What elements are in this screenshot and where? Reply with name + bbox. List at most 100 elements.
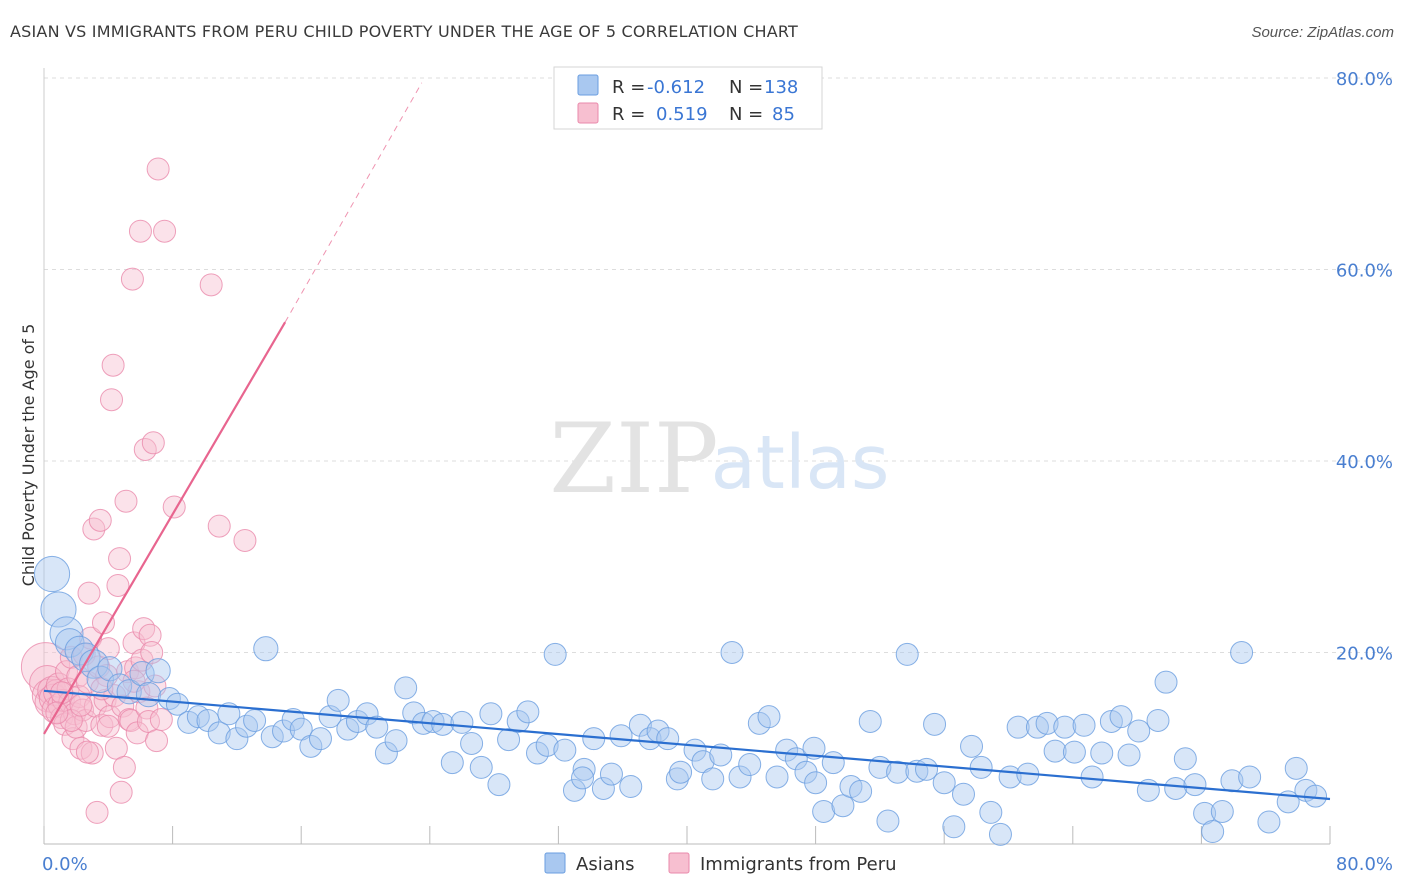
asian-point — [86, 665, 114, 694]
asian-point — [1257, 810, 1281, 834]
peru-point — [96, 714, 120, 738]
peru-point — [88, 508, 112, 532]
asian-points — [33, 555, 1328, 846]
asian-point — [923, 712, 947, 736]
peru-point — [77, 581, 101, 605]
asian-point — [374, 741, 398, 765]
asian-point — [665, 767, 689, 791]
asian-point — [1154, 670, 1178, 694]
series-legend-swatch-peru — [668, 852, 690, 874]
series-legend: Asians Immigrants from Peru — [544, 852, 897, 875]
asian-point — [628, 713, 652, 737]
asian-point — [299, 734, 323, 758]
asian-point — [1035, 711, 1059, 735]
peru-point — [109, 780, 133, 804]
peru-point — [85, 800, 109, 824]
asian-point — [1146, 708, 1170, 732]
series-legend-swatch-asians — [544, 852, 566, 874]
asian-point — [217, 702, 241, 726]
peru-point — [101, 353, 125, 377]
asian-point — [421, 709, 445, 733]
asian-point — [326, 688, 350, 712]
legend-r-label-asians: R = — [612, 77, 645, 98]
asian-point — [1238, 765, 1262, 789]
asian-point — [765, 765, 789, 789]
asian-point — [609, 724, 633, 748]
legend-n-value-peru: 85 — [772, 104, 795, 125]
asian-point — [308, 727, 332, 751]
asian-point — [1072, 713, 1096, 737]
peru-point — [140, 641, 164, 664]
peru-point — [106, 573, 130, 597]
asian-point — [571, 766, 595, 790]
asian-point — [253, 636, 279, 662]
legend-swatch-peru — [577, 102, 599, 124]
peru-point — [128, 219, 152, 243]
asian-point — [460, 731, 484, 755]
asian-point — [440, 751, 464, 775]
asian-point — [656, 727, 680, 751]
asian-point — [802, 736, 826, 760]
asian-point — [1127, 719, 1151, 743]
legend-n-label-peru: N = — [729, 104, 763, 125]
chart-title: ASIAN VS IMMIGRANTS FROM PERU CHILD POVE… — [10, 22, 798, 41]
asian-point — [1201, 820, 1225, 844]
asian-point — [1164, 776, 1188, 800]
x-tick-label: 80.0% — [1336, 854, 1393, 875]
asian-point — [543, 642, 567, 666]
asian-point — [1284, 756, 1308, 780]
peru-point — [133, 438, 157, 462]
peru-point — [120, 267, 144, 291]
legend-r-value-peru: 0.519 — [656, 104, 708, 125]
grid-lines — [44, 77, 1392, 653]
asian-point — [1043, 739, 1067, 763]
asian-point — [145, 658, 171, 684]
asian-point — [858, 709, 882, 733]
asian-point — [572, 757, 596, 781]
asian-point — [1090, 741, 1114, 765]
legend-swatch-asians — [577, 74, 599, 96]
asian-point — [562, 778, 586, 802]
stats-legend: R = -0.612 N = 138 R = 0.519 N = 85 — [553, 66, 823, 130]
asian-point — [728, 765, 752, 789]
asian-point — [720, 641, 744, 664]
asian-point — [336, 717, 360, 741]
peru-point — [69, 736, 93, 760]
asian-point — [709, 743, 733, 767]
asian-point — [895, 642, 919, 666]
asian-point — [235, 714, 259, 738]
asian-point — [165, 692, 189, 716]
peru-point — [153, 219, 177, 243]
asian-point — [135, 682, 162, 708]
axes — [43, 68, 1331, 845]
asian-point — [479, 702, 503, 726]
asian-point — [260, 725, 284, 749]
y-axis-label: Child Poverty Under the Age of 5 — [19, 324, 38, 587]
asian-point — [591, 776, 615, 800]
asian-point — [129, 660, 155, 687]
asian-point — [619, 775, 643, 799]
tick-labels: 20.0% 40.0% 60.0% 80.0% 0.0% 80.0% — [42, 69, 1393, 875]
asian-point — [225, 727, 249, 751]
asian-point — [1183, 773, 1207, 797]
asian-point — [272, 719, 296, 743]
asian-point — [1117, 743, 1141, 767]
asian-point — [979, 800, 1003, 824]
asian-point — [186, 705, 210, 729]
asian-point — [821, 751, 845, 775]
peru-trendline-extension — [284, 82, 423, 323]
x-tick-label: 0.0% — [42, 854, 88, 875]
asian-point — [988, 822, 1012, 846]
asian-point — [951, 782, 975, 806]
chart-source: Source: ZipAtlas.com — [1251, 24, 1394, 41]
peru-point — [199, 273, 223, 297]
asian-point — [243, 708, 267, 732]
peru-point — [117, 708, 141, 732]
asian-point — [207, 721, 231, 745]
watermark: ZIP atlas — [549, 403, 889, 515]
asian-point — [553, 738, 577, 762]
peru-point — [111, 694, 135, 718]
y-tick-label: 60.0% — [1336, 261, 1393, 282]
legend-n-label-asians: N = — [729, 77, 763, 98]
